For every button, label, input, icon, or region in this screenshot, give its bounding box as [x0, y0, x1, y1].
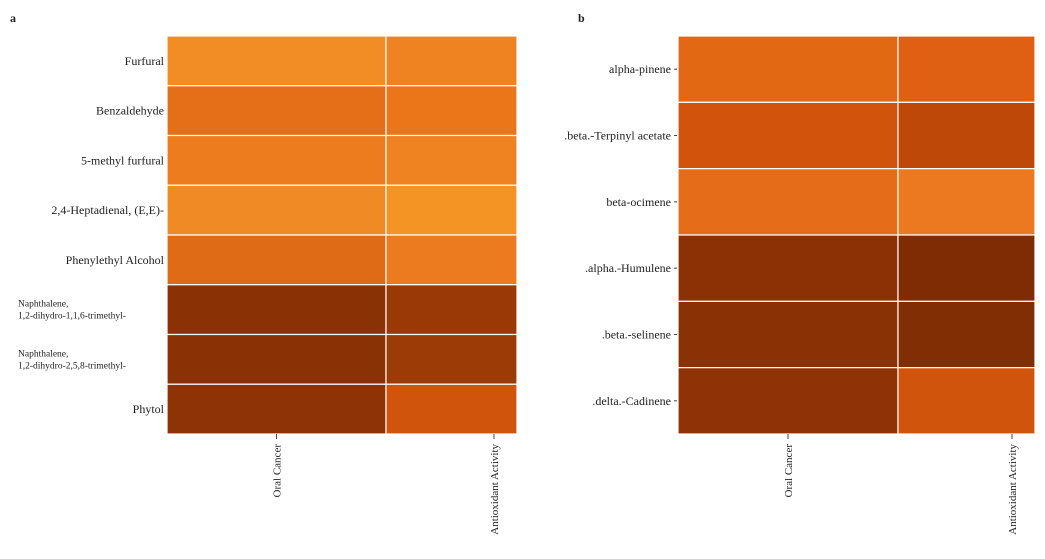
y-tick-label: .alpha.-Humulene	[585, 261, 671, 275]
y-tick-label: beta-ocimene	[606, 195, 671, 209]
heatmap-cell	[166, 234, 387, 286]
heatmap-cell	[677, 168, 899, 236]
y-tick-label: .beta.-Terpinyl acetate	[564, 129, 671, 143]
x-tick-label: Oral Cancer	[272, 444, 284, 498]
y-tick-label: .beta.-selinene	[602, 328, 671, 342]
panel-letter-a: a	[10, 11, 16, 25]
heatmap-panel-a: a Furfural Benzaldehyde 5-methyl furfural 2,…	[10, 11, 518, 535]
x-tick-label: Oral Cancer	[783, 444, 795, 498]
y-tick-label: Naphthalene, 1,2-dihydro-1,1,6-trimethyl-	[18, 300, 126, 322]
heatmap-cell	[385, 134, 518, 186]
heatmap-cell	[385, 284, 518, 336]
panel-letter-b: b	[578, 11, 585, 25]
heatmap-cell	[166, 184, 387, 236]
heatmap-cell	[385, 35, 518, 87]
heatmap-cell	[385, 234, 518, 286]
y-tick-label: alpha-pinene	[609, 62, 671, 76]
heatmap-cell	[385, 85, 518, 137]
heatmap-cell	[677, 300, 899, 369]
x-tick-label: Antioxidant Activity	[1007, 444, 1019, 535]
heatmap-cell	[166, 85, 387, 137]
heatmap-cell	[897, 234, 1036, 302]
heatmap-cell	[677, 367, 899, 435]
y-tick-label: .delta.-Cadinene	[592, 394, 671, 408]
heatmap-cell	[677, 35, 899, 103]
heatmap-panel-b: b alpha-pinene .beta.-Terpinyl acetate beta…	[564, 11, 1036, 535]
y-tick-label: Phenylethyl Alcohol	[66, 253, 165, 267]
heatmap-cell	[166, 383, 387, 435]
heatmap-cell	[677, 234, 899, 302]
heatmap-cell	[677, 101, 899, 170]
heatmap-cell	[166, 35, 387, 87]
heatmap-cell	[166, 284, 387, 336]
y-tick-label: 5-methyl furfural	[81, 153, 165, 167]
heatmap-cell	[385, 184, 518, 236]
x-tick-label: Antioxidant Activity	[489, 444, 501, 535]
y-tick-label: Naphthalene, 1,2-dihydro-2,5,8-trimethyl-	[18, 349, 126, 371]
heatmap-cell	[385, 383, 518, 435]
heatmap-cell	[897, 101, 1036, 170]
y-tick-label: Benzaldehyde	[96, 104, 164, 118]
y-tick-label: 2,4-Heptadienal, (E,E)-	[51, 203, 164, 217]
heatmap-cell	[897, 168, 1036, 236]
heatmap-cell	[897, 35, 1036, 103]
y-tick-label: Phytol	[133, 402, 165, 416]
heatmap-cell	[897, 367, 1036, 435]
y-tick-label: Furfural	[125, 54, 165, 68]
heatmap-cell	[166, 333, 387, 385]
heatmap-cell	[166, 134, 387, 186]
heatmap-cell	[385, 333, 518, 385]
heatmap-cell	[897, 300, 1036, 369]
